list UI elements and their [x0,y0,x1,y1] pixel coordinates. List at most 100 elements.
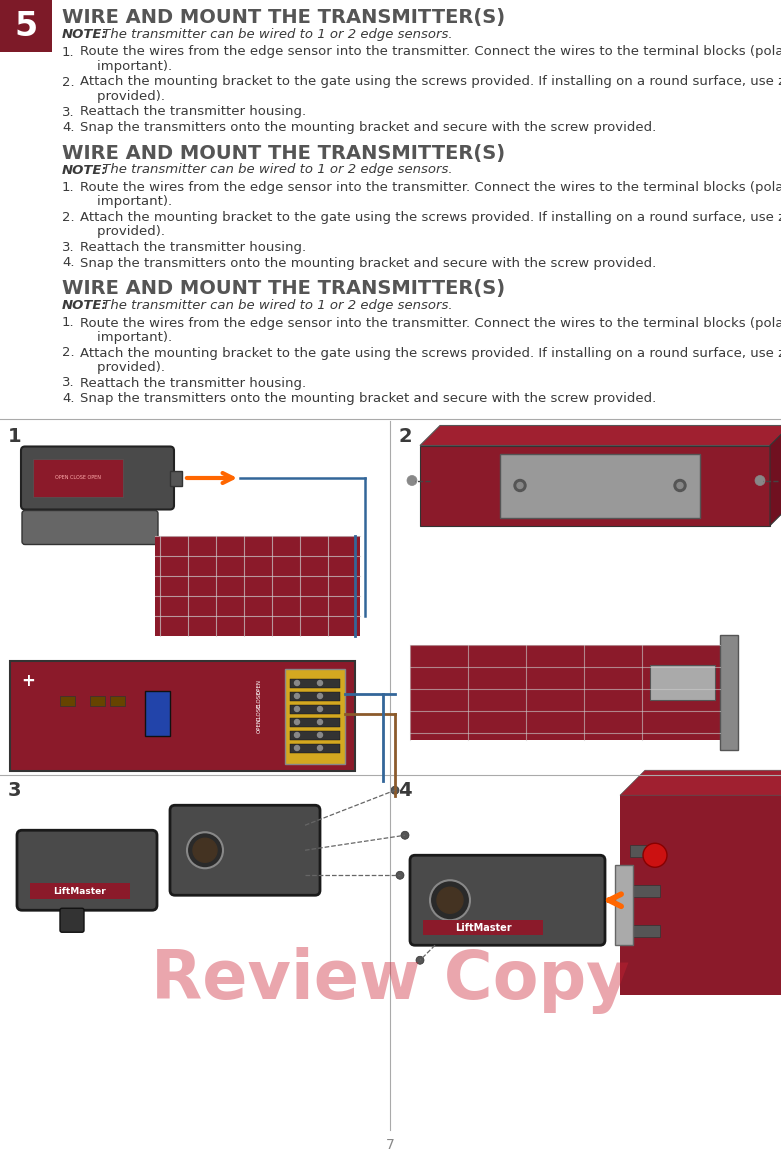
Bar [630,846,660,857]
FancyBboxPatch shape [17,831,157,911]
Circle shape [294,707,299,712]
Text: The transmitter can be wired to 1 or 2 edge sensors.: The transmitter can be wired to 1 or 2 e… [98,28,453,40]
Text: 2.: 2. [62,75,75,88]
Circle shape [407,476,417,486]
Bar [720,635,738,750]
FancyBboxPatch shape [21,447,174,509]
Circle shape [318,720,323,724]
Bar [615,865,633,945]
FancyBboxPatch shape [60,908,84,933]
Text: +: + [21,671,35,690]
Text: 2.: 2. [62,211,75,224]
Circle shape [430,880,470,920]
Bar [285,669,345,764]
Circle shape [318,745,323,751]
Text: 1.: 1. [62,317,75,330]
Bar [290,678,340,687]
Bar [155,536,360,635]
Bar [110,695,125,706]
Text: provided).: provided). [80,361,165,374]
Text: Review Copy: Review Copy [151,946,629,1014]
Circle shape [318,693,323,699]
Circle shape [643,843,667,868]
Bar [33,458,123,496]
Text: WIRE AND MOUNT THE TRANSMITTER(S): WIRE AND MOUNT THE TRANSMITTER(S) [62,143,505,162]
Circle shape [514,479,526,492]
Bar [650,665,715,700]
Bar [30,883,130,899]
Circle shape [437,887,463,913]
Text: important).: important). [80,196,172,208]
Circle shape [401,831,409,839]
Text: CLOSE: CLOSE [257,691,262,708]
Text: 3.: 3. [62,105,75,118]
Text: The transmitter can be wired to 1 or 2 edge sensors.: The transmitter can be wired to 1 or 2 e… [98,299,453,312]
Bar [10,661,355,771]
Text: 3.: 3. [62,376,75,390]
Circle shape [294,745,299,751]
Bar [423,920,543,935]
Text: OPEN: OPEN [257,718,262,734]
Text: 3.: 3. [62,241,75,255]
Text: 4.: 4. [62,121,74,134]
Text: WIRE AND MOUNT THE TRANSMITTER(S): WIRE AND MOUNT THE TRANSMITTER(S) [62,279,505,299]
Bar [290,744,340,752]
Polygon shape [620,771,781,795]
Bar [620,795,781,995]
Text: WIRE AND MOUNT THE TRANSMITTER(S): WIRE AND MOUNT THE TRANSMITTER(S) [62,8,505,27]
Text: OPEN CLOSE OPEN: OPEN CLOSE OPEN [55,476,101,480]
Bar [90,695,105,706]
Circle shape [294,693,299,699]
Text: 1.: 1. [62,45,75,59]
Bar [0,0,52,52]
Circle shape [416,956,424,964]
Text: Snap the transmitters onto the mounting bracket and secure with the screw provid: Snap the transmitters onto the mounting … [80,392,656,405]
Bar [145,691,170,736]
Text: 3: 3 [8,781,22,801]
Circle shape [318,680,323,685]
Text: Snap the transmitters onto the mounting bracket and secure with the screw provid: Snap the transmitters onto the mounting … [80,257,656,270]
Text: provided).: provided). [80,90,165,103]
Text: 2: 2 [398,427,412,445]
Text: Reattach the transmitter housing.: Reattach the transmitter housing. [80,376,306,390]
Text: CLOSE: CLOSE [257,703,262,721]
Bar [630,885,660,897]
Text: Reattach the transmitter housing.: Reattach the transmitter housing. [80,105,306,118]
Text: provided).: provided). [80,226,165,238]
Text: NOTE:: NOTE: [62,163,108,177]
Circle shape [294,732,299,737]
Text: 4.: 4. [62,257,74,270]
Text: important).: important). [80,331,172,344]
Bar [290,705,340,714]
Text: LiftMaster: LiftMaster [54,886,106,896]
FancyBboxPatch shape [170,805,320,896]
Polygon shape [420,426,781,445]
Bar [290,692,340,700]
Text: Attach the mounting bracket to the gate using the screws provided. If installing: Attach the mounting bracket to the gate … [80,346,781,360]
Text: 2.: 2. [62,346,75,360]
Text: Attach the mounting bracket to the gate using the screws provided. If installing: Attach the mounting bracket to the gate … [80,75,781,88]
Text: NOTE:: NOTE: [62,299,108,312]
Circle shape [193,839,217,862]
Text: important).: important). [80,60,172,73]
FancyBboxPatch shape [410,855,605,945]
Bar [630,926,660,937]
FancyBboxPatch shape [22,510,158,545]
Text: Route the wires from the edge sensor into the transmitter. Connect the wires to : Route the wires from the edge sensor int… [80,45,781,59]
Text: 5: 5 [14,9,37,43]
Bar [170,471,182,486]
Text: Route the wires from the edge sensor into the transmitter. Connect the wires to : Route the wires from the edge sensor int… [80,317,781,330]
Text: LiftMaster: LiftMaster [455,923,512,934]
Text: Snap the transmitters onto the mounting bracket and secure with the screw provid: Snap the transmitters onto the mounting … [80,121,656,134]
Text: 1.: 1. [62,180,75,194]
Text: OPEN: OPEN [257,679,262,694]
Bar [500,454,700,517]
Circle shape [318,732,323,737]
Circle shape [517,482,523,488]
Polygon shape [770,426,781,525]
Bar [290,717,340,727]
Text: Attach the mounting bracket to the gate using the screws provided. If installing: Attach the mounting bracket to the gate … [80,211,781,224]
Circle shape [187,832,223,868]
Circle shape [318,707,323,712]
Circle shape [677,482,683,488]
